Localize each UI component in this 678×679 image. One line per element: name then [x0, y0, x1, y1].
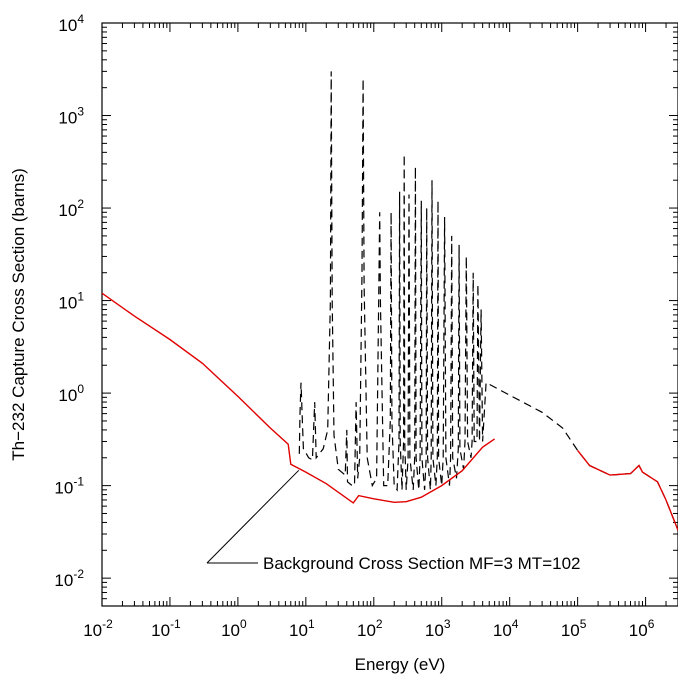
- background-cross-section-line: [101, 292, 495, 504]
- annotation: Background Cross Section MF=3 MT=102: [206, 469, 580, 573]
- background-cross-section-line: [577, 449, 678, 531]
- x-tick-label: 100: [221, 617, 247, 640]
- y-tick-label: 104: [58, 12, 84, 35]
- y-tick-label: 10-1: [54, 475, 84, 498]
- x-axis-title: Energy (eV): [355, 655, 446, 674]
- axis-ticks: 10-2 10-1 100 101 102 103 104 105 106 10-2 10-1 100…: [54, 12, 678, 640]
- plot-frame: [101, 22, 678, 607]
- y-tick-label: 10-2: [54, 567, 84, 590]
- y-axis-title: Th−232 Capture Cross Section (barns): [9, 168, 28, 460]
- x-tick-label: 106: [629, 617, 655, 640]
- x-tick-label: 101: [289, 617, 315, 640]
- y-tick-label: 100: [58, 382, 84, 405]
- x-tick-label: 10-1: [151, 617, 181, 640]
- x-tick-label: 103: [425, 617, 451, 640]
- y-tick-label: 103: [58, 105, 84, 128]
- total-cross-section-line: [298, 71, 678, 531]
- x-tick-label: 102: [357, 617, 383, 640]
- x-tick-label: 105: [561, 617, 587, 640]
- y-tick-label: 102: [58, 197, 84, 220]
- series-group: [101, 71, 678, 531]
- x-tick-label: 10-2: [83, 617, 113, 640]
- y-tick-label: 101: [58, 290, 84, 313]
- annotation-text: Background Cross Section MF=3 MT=102: [263, 554, 580, 573]
- x-tick-label: 104: [493, 617, 519, 640]
- annotation-leader-line: [206, 469, 300, 564]
